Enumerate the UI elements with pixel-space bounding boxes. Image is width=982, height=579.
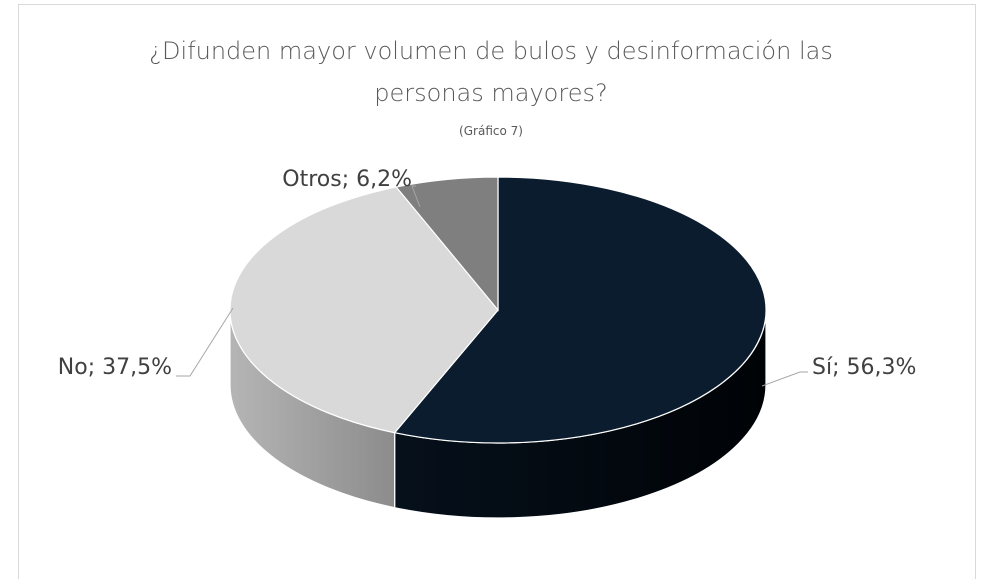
- chart-title: ¿Difunden mayor volumen de bulos y desin…: [149, 37, 833, 107]
- data-label: Sí; 56,3%: [812, 355, 916, 380]
- leader-line: [411, 185, 421, 208]
- slice: [393, 176, 767, 444]
- leader-line: [176, 307, 234, 377]
- chart-subtitle: (Gráfico 7): [459, 124, 523, 138]
- slice: [395, 176, 499, 312]
- data-label: No; 37,5%: [58, 355, 172, 380]
- data-label: Otros; 6,2%: [282, 167, 412, 192]
- chart-frame: [18, 4, 976, 579]
- slice: [229, 186, 499, 434]
- leader-line: [761, 371, 808, 387]
